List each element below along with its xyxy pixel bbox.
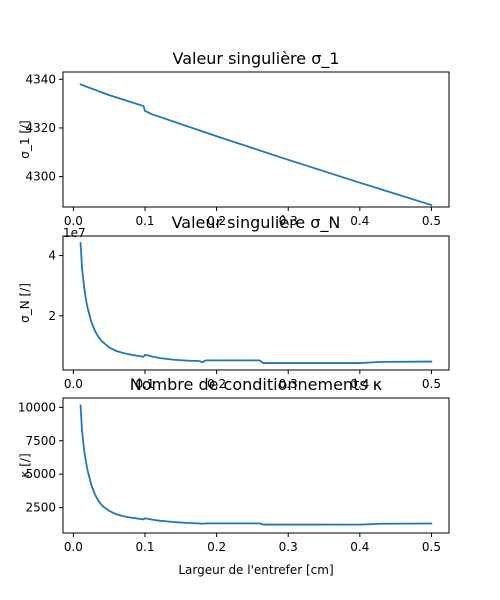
y-axis-label: σ_N [/] xyxy=(18,283,32,323)
x-tick-label: 0.5 xyxy=(422,214,441,228)
x-tick-label: 0.2 xyxy=(207,540,226,554)
offset-text: 1e7 xyxy=(63,226,86,240)
x-tick-label: 0.3 xyxy=(279,540,298,554)
axes-frame xyxy=(62,397,450,534)
subplot-1: 0.0 0.1 0.2 0.3 0.4 0.5 4300 4320 4340 Valeur sin… xyxy=(18,49,450,240)
x-tick-label: 0.4 xyxy=(350,540,369,554)
series-line xyxy=(79,404,433,526)
x-tick-label: 0.4 xyxy=(350,377,369,391)
x-tick-label: 0.0 xyxy=(64,377,83,391)
subplot-3: 0.0 0.1 0.2 0.3 0.4 0.5 2500 5000 7500 10000 Nombr… xyxy=(18,375,450,577)
y-axis-label: κ [/] xyxy=(18,453,32,477)
x-tick-label: 0.5 xyxy=(422,540,441,554)
y-tick-label: 2500 xyxy=(25,501,56,515)
y-tick-label: 4320 xyxy=(25,121,56,135)
x-tick-label: 0.2 xyxy=(207,377,226,391)
x-tick-label: 0.2 xyxy=(207,214,226,228)
y-tick-label: 4 xyxy=(48,249,56,263)
axes-frame xyxy=(62,235,450,371)
y-tick-label: 5000 xyxy=(25,467,56,481)
x-tick-label: 0.1 xyxy=(135,377,154,391)
x-tick-label: 0.1 xyxy=(135,214,154,228)
x-tick-label: 0.4 xyxy=(350,214,369,228)
y-axis-label: σ_1 [/] xyxy=(18,120,32,158)
subplot-2: 0.0 0.1 0.2 0.3 0.4 0.5 2 4 Valeur singulière σ_… xyxy=(18,213,450,391)
y-tick-label: 10000 xyxy=(18,400,56,414)
axes-frame xyxy=(62,71,450,208)
y-tick-label: 4300 xyxy=(25,170,56,184)
chart-title: Nombre de conditionnements κ xyxy=(130,375,383,394)
series-line xyxy=(79,83,433,206)
x-tick-label: 0.0 xyxy=(64,214,83,228)
x-axis-label: Largeur de l'entrefer [cm] xyxy=(178,563,333,577)
y-tick-label: 2 xyxy=(48,309,56,323)
x-tick-label: 0.0 xyxy=(64,540,83,554)
chart-title: Valeur singulière σ_1 xyxy=(172,49,339,69)
series-line xyxy=(79,242,433,364)
x-tick-label: 0.1 xyxy=(135,540,154,554)
x-tick-label: 0.3 xyxy=(279,214,298,228)
x-tick-label: 0.5 xyxy=(422,377,441,391)
chart-title: Valeur singulière σ_N xyxy=(172,213,341,233)
x-tick-label: 0.3 xyxy=(279,377,298,391)
y-tick-label: 7500 xyxy=(25,434,56,448)
y-tick-label: 4340 xyxy=(25,72,56,86)
